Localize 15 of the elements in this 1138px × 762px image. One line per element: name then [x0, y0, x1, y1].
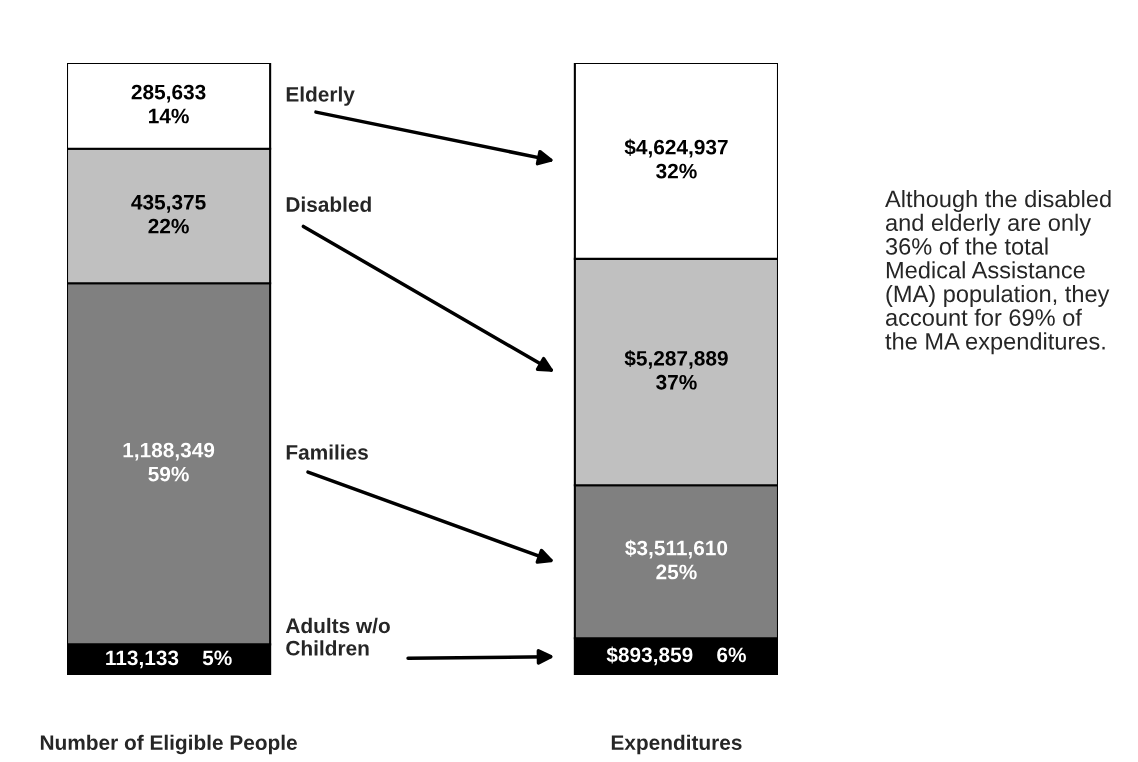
data-label: $4,624,937 32% — [624, 138, 728, 179]
x-tick-label: Number of Eligible People — [40, 734, 297, 755]
series-label: Adults w/o Children — [285, 617, 390, 656]
data-label: 435,375 22% — [131, 194, 206, 234]
data-label: 285,633 14% — [131, 84, 206, 124]
series-label: Disabled — [286, 196, 371, 212]
series-label: Elderly — [286, 86, 355, 106]
data-label: $3,511,610 25% — [625, 539, 728, 580]
series-label: Families — [286, 444, 368, 460]
data-label: $5,287,889 37% — [624, 350, 728, 390]
data-label: $893,859 6% — [606, 646, 746, 666]
annotation: Although the disabled and elderly are only 36% of the total Medical Assistance (MA) population, they account for 69% of the MA expenditures. — [885, 190, 1111, 355]
data-label: 113,133 5% — [106, 650, 232, 669]
x-tick-label: Expenditures — [611, 734, 742, 755]
data-label: 1,188,349 59% — [123, 442, 215, 482]
